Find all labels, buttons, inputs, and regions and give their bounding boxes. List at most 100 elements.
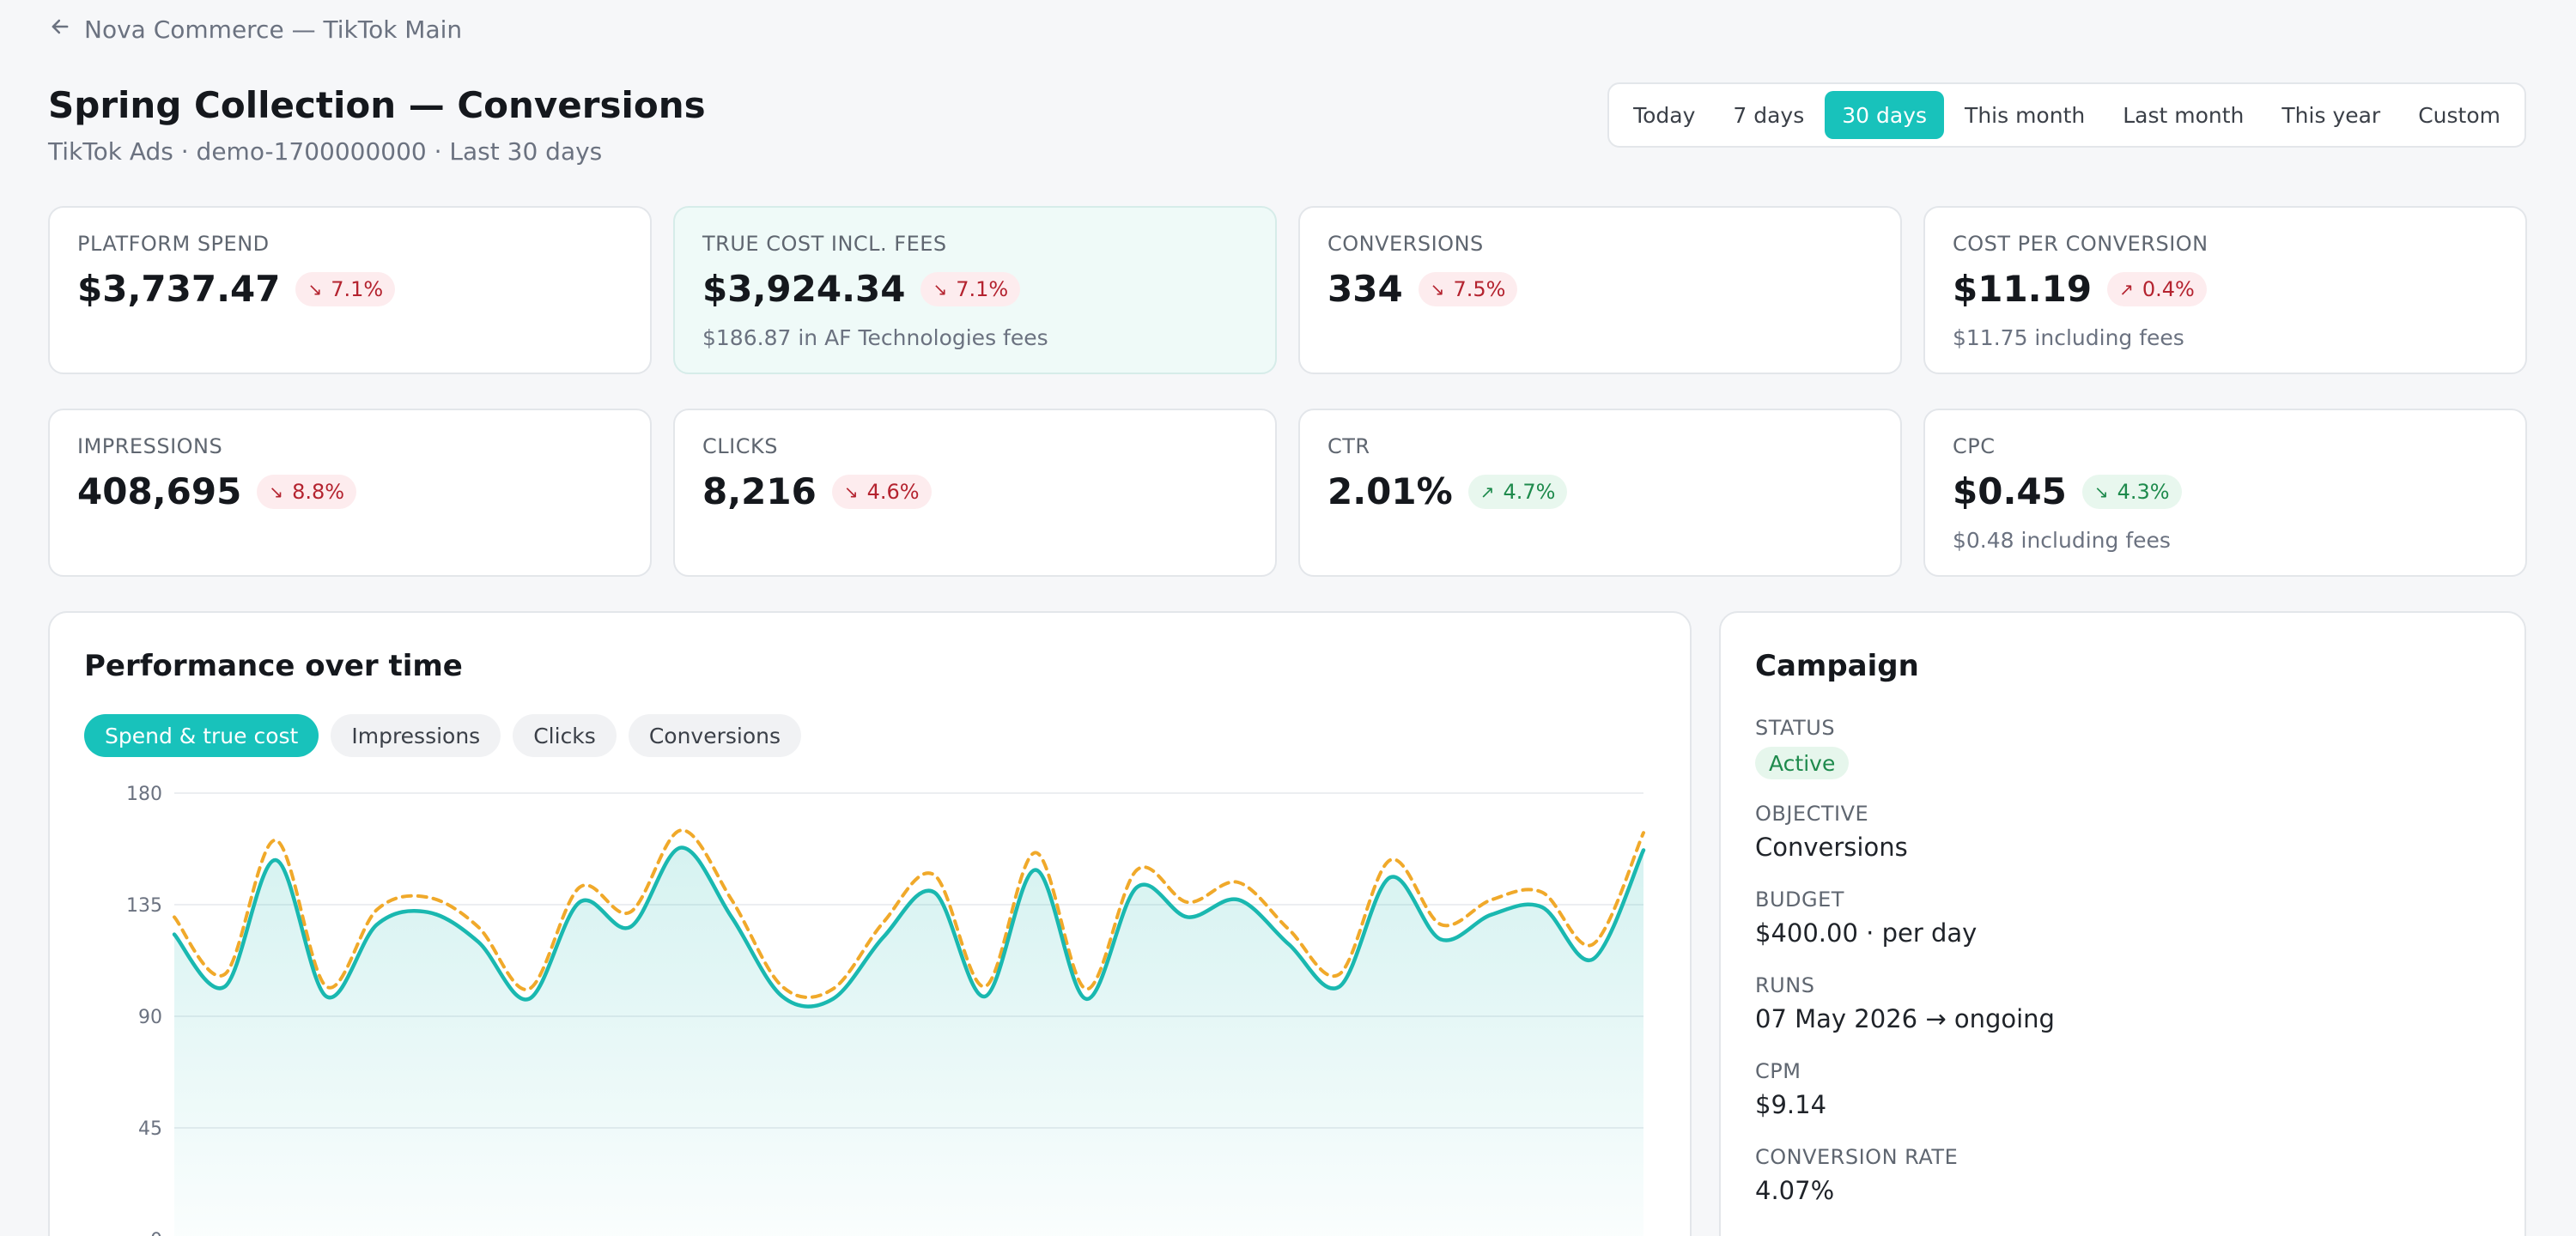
change-value: 4.7% xyxy=(1503,479,1556,504)
arrow-down-right-icon: ↘ xyxy=(843,481,859,502)
kpi-label: CTR xyxy=(1327,434,1370,458)
change-value: 0.4% xyxy=(2142,276,2195,301)
kpi-label: PLATFORM SPEND xyxy=(77,232,270,256)
performance-chart: 0 45 90 135 180 xyxy=(126,784,1646,1236)
kpi-value: 2.01% xyxy=(1327,470,1453,512)
campaign-panel: Campaign STATUS Active OBJECTIVE Convers… xyxy=(1719,611,2526,1236)
campaign-conversion-rate: CONVERSION RATE 4.07% xyxy=(1755,1145,1958,1205)
metric-tabs: Spend & true cost Impressions Clicks Con… xyxy=(84,714,802,757)
field-label: RUNS xyxy=(1755,973,1815,997)
field-value: 07 May 2026 → ongoing xyxy=(1755,1004,2055,1033)
kpi-label: CPC xyxy=(1953,434,1996,458)
change-value: 7.5% xyxy=(1453,276,1506,301)
field-value: Conversions xyxy=(1755,833,1908,862)
field-label: STATUS xyxy=(1755,716,1836,740)
change-badge: ↘ 7.1% xyxy=(920,271,1021,306)
field-label: OBJECTIVE xyxy=(1755,802,1869,826)
kpi-card-true-cost: TRUE COST INCL. FEES $3,924.34 ↘ 7.1% $1… xyxy=(673,206,1277,374)
change-badge: ↘ 7.1% xyxy=(295,271,396,306)
range-option-today[interactable]: Today xyxy=(1633,102,1696,128)
kpi-card-cost-per-conversion: COST PER CONVERSION $11.19 ↗ 0.4% $11.75… xyxy=(1923,206,2527,374)
range-option-last-month[interactable]: Last month xyxy=(2123,102,2245,128)
series-area-0 xyxy=(174,847,1643,1236)
back-link-label: Nova Commerce — TikTok Main xyxy=(84,15,463,44)
campaign-runs: RUNS 07 May 2026 → ongoing xyxy=(1755,973,2055,1033)
kpi-value: $3,737.47 xyxy=(77,268,281,310)
kpi-card-platform-spend: PLATFORM SPEND $3,737.47 ↘ 7.1% xyxy=(48,206,652,374)
change-value: 7.1% xyxy=(956,276,1009,301)
range-option-this-month[interactable]: This month xyxy=(1965,102,2086,128)
arrow-up-right-icon: ↗ xyxy=(2119,278,2134,300)
kpi-label: IMPRESSIONS xyxy=(77,434,223,458)
kpi-value: 8,216 xyxy=(702,470,817,512)
kpi-note: $11.75 including fees xyxy=(1953,325,2184,350)
kpi-value: 408,695 xyxy=(77,470,242,512)
kpi-note: $0.48 including fees xyxy=(1953,528,2171,553)
arrow-down-right-icon: ↘ xyxy=(1430,278,1445,300)
change-badge: ↘ 4.3% xyxy=(2081,474,2182,509)
kpi-value: 334 xyxy=(1327,268,1403,310)
field-label: BUDGET xyxy=(1755,888,1844,912)
arrow-down-right-icon: ↘ xyxy=(269,481,284,502)
y-tick-label: 0 xyxy=(150,1230,162,1236)
date-range-selector: Today 7 days 30 days This month Last mon… xyxy=(1607,82,2526,148)
field-label: CPM xyxy=(1755,1059,1801,1083)
kpi-label: CONVERSIONS xyxy=(1327,232,1484,256)
change-value: 4.3% xyxy=(2117,479,2170,504)
series-line-1 xyxy=(173,828,1645,999)
change-badge: ↗ 4.7% xyxy=(1467,474,1568,509)
page-title: Spring Collection — Conversions xyxy=(48,84,706,126)
kpi-card-cpc: CPC $0.45 ↘ 4.3% $0.48 including fees xyxy=(1923,409,2527,577)
field-label: CONVERSION RATE xyxy=(1755,1145,1959,1169)
field-value: $9.14 xyxy=(1755,1090,1827,1119)
performance-panel: Performance over time Spend & true cost … xyxy=(48,611,1692,1236)
status-badge: Active xyxy=(1755,747,1850,779)
tab-clicks[interactable]: Clicks xyxy=(513,714,617,757)
kpi-label: CLICKS xyxy=(702,434,778,458)
back-link[interactable]: Nova Commerce — TikTok Main xyxy=(48,14,462,45)
campaign-status: STATUS Active xyxy=(1755,716,1850,779)
change-badge: ↘ 8.8% xyxy=(257,474,357,509)
kpi-card-clicks: CLICKS 8,216 ↘ 4.6% xyxy=(673,409,1277,577)
range-option-30-days[interactable]: 30 days xyxy=(1825,91,1945,139)
campaign-objective: OBJECTIVE Conversions xyxy=(1755,802,1908,862)
change-badge: ↗ 0.4% xyxy=(2107,271,2207,306)
field-value: 4.07% xyxy=(1755,1176,1835,1205)
y-tick-label: 90 xyxy=(138,1007,162,1028)
tab-impressions[interactable]: Impressions xyxy=(331,714,501,757)
kpi-value: $0.45 xyxy=(1953,470,2067,512)
change-badge: ↘ 4.6% xyxy=(831,474,932,509)
arrow-down-right-icon: ↘ xyxy=(933,278,948,300)
range-option-this-year[interactable]: This year xyxy=(2281,102,2381,128)
campaign-cpm: CPM $9.14 xyxy=(1755,1059,1826,1119)
range-option-custom[interactable]: Custom xyxy=(2418,102,2500,128)
page-subtitle: TikTok Ads · demo-1700000000 · Last 30 d… xyxy=(48,137,603,166)
kpi-note: $186.87 in AF Technologies fees xyxy=(702,325,1048,350)
change-value: 7.1% xyxy=(331,276,384,301)
campaign-budget: BUDGET $400.00 · per day xyxy=(1755,888,1977,948)
tab-spend-true-cost[interactable]: Spend & true cost xyxy=(84,714,319,757)
campaign-title: Campaign xyxy=(1755,649,1919,683)
y-tick-label: 180 xyxy=(126,784,162,805)
kpi-value: $11.19 xyxy=(1953,268,2093,310)
series-line-0 xyxy=(172,845,1646,1009)
change-value: 8.8% xyxy=(292,479,345,504)
tab-conversions[interactable]: Conversions xyxy=(628,714,802,757)
kpi-label: COST PER CONVERSION xyxy=(1953,232,2208,256)
performance-title: Performance over time xyxy=(84,649,463,683)
y-tick-label: 45 xyxy=(138,1118,162,1140)
field-value: $400.00 · per day xyxy=(1755,918,1978,948)
kpi-card-ctr: CTR 2.01% ↗ 4.7% xyxy=(1298,409,1902,577)
kpi-card-impressions: IMPRESSIONS 408,695 ↘ 8.8% xyxy=(48,409,652,577)
range-option-7-days[interactable]: 7 days xyxy=(1733,102,1805,128)
kpi-label: TRUE COST INCL. FEES xyxy=(702,232,947,256)
arrow-left-icon xyxy=(48,15,72,45)
arrow-up-right-icon: ↗ xyxy=(1479,481,1495,502)
kpi-card-conversions: CONVERSIONS 334 ↘ 7.5% xyxy=(1298,206,1902,374)
arrow-down-right-icon: ↘ xyxy=(307,278,323,300)
change-value: 4.6% xyxy=(866,479,920,504)
y-tick-label: 135 xyxy=(126,895,162,917)
kpi-value: $3,924.34 xyxy=(702,268,906,310)
arrow-down-right-icon: ↘ xyxy=(2093,481,2109,502)
change-badge: ↘ 7.5% xyxy=(1418,271,1518,306)
